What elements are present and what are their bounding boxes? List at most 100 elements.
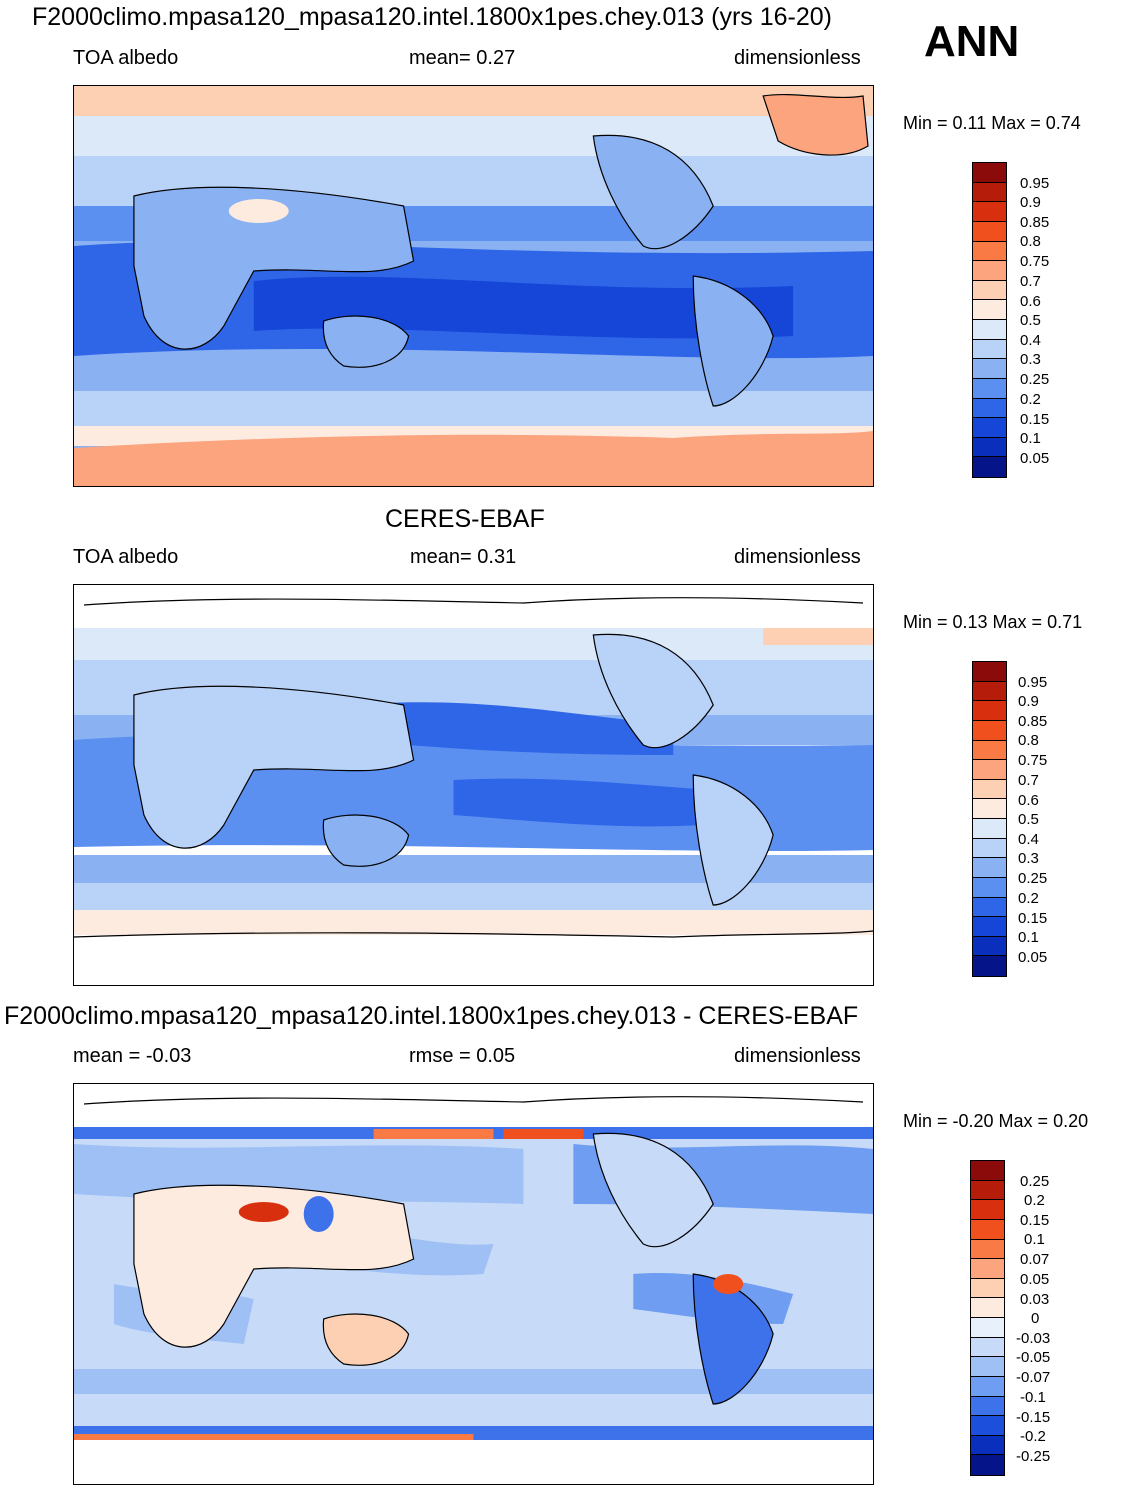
- panel3-colorbar-label: -0.07: [1016, 1369, 1051, 1386]
- panel2-colorbar-swatch: [973, 897, 1006, 918]
- panel2-colorbar-label: 0.2: [1018, 890, 1039, 907]
- panel2-colorbar-swatch: [973, 740, 1006, 761]
- panel1-colorbar-swatch: [973, 300, 1006, 320]
- panel1-colorbar-label: 0.1: [1020, 430, 1041, 447]
- panel1-colorbar-swatch: [973, 182, 1006, 203]
- panel3-colorbar-label: 0.05: [1020, 1271, 1050, 1288]
- panel3-colorbar-swatch: [971, 1416, 1004, 1436]
- panel3-map-svg: [74, 1084, 873, 1484]
- panel1-colorbar-swatch: [973, 241, 1006, 262]
- panel3-colorbar-label: -0.15: [1016, 1409, 1051, 1426]
- panel3-colorbar-swatch: [971, 1337, 1004, 1358]
- panel2-colorbar-label: 0.05: [1018, 949, 1048, 966]
- panel1-colorbar-swatch: [973, 378, 1006, 399]
- panel3-colorbar-label: 0: [1031, 1310, 1040, 1327]
- panel3-colorbar-label: -0.03: [1016, 1330, 1051, 1347]
- panel2-colorbar-swatch: [973, 838, 1006, 859]
- panel3-colorbar-swatch: [971, 1396, 1004, 1417]
- panel3-colorbar-label: -0.05: [1016, 1349, 1051, 1366]
- panel1-colorbar-swatch: [973, 202, 1006, 222]
- panel1-colorbar-label: 0.9: [1020, 194, 1041, 211]
- panel2-minmax: Min = 0.13 Max = 0.71: [903, 612, 1083, 632]
- panel2-colorbar-label: 0.6: [1018, 792, 1039, 809]
- panel1-units-label: dimensionless: [734, 47, 861, 69]
- panel3-mean-label: mean = -0.03: [73, 1045, 192, 1067]
- panel3-colorbar-label: 0.25: [1020, 1173, 1050, 1190]
- panel1-colorbar-label: 0.4: [1020, 332, 1041, 349]
- panel2-colorbar-swatch: [973, 858, 1006, 878]
- panel1-colorbar-label: 0.25: [1020, 371, 1050, 388]
- panel3-colorbar-label: 0.1: [1024, 1231, 1045, 1248]
- panel1-colorbar-label: 0.05: [1020, 450, 1050, 467]
- panel2-colorbar-swatch: [973, 779, 1006, 800]
- panel3-rmse-label: rmse = 0.05: [409, 1045, 516, 1067]
- panel3-colorbar: [970, 1160, 1005, 1476]
- panel3-colorbar-label: 0.07: [1020, 1251, 1050, 1268]
- panel3-colorbar-swatch: [971, 1435, 1004, 1456]
- panel3-map: [73, 1083, 874, 1485]
- panel2-map-svg: [74, 585, 873, 985]
- panel3-colorbar-swatch: [971, 1180, 1004, 1201]
- panel2-colorbar-swatch: [973, 819, 1006, 839]
- panel1-colorbar-label: 0.75: [1020, 253, 1050, 270]
- panel3-colorbar-swatch: [971, 1318, 1004, 1338]
- panel3-colorbar-label: 0.15: [1020, 1212, 1050, 1229]
- panel2-colorbar-label: 0.85: [1018, 713, 1048, 730]
- panel1-colorbar-swatch: [973, 437, 1006, 458]
- panel2-colorbar-swatch: [973, 701, 1006, 721]
- panel1-colorbar-swatch: [973, 163, 1006, 183]
- panel3-colorbar-swatch: [971, 1259, 1004, 1279]
- panel2-colorbar-swatch: [973, 799, 1006, 819]
- panel3-colorbar-label: -0.25: [1016, 1448, 1051, 1465]
- panel1-colorbar-label: 0.95: [1020, 175, 1050, 192]
- panel1-colorbar-swatch: [973, 457, 1006, 477]
- panel3-colorbar-swatch: [971, 1239, 1004, 1260]
- panel2-variable-label: TOA albedo: [73, 546, 179, 568]
- panel3-colorbar-label: -0.1: [1020, 1389, 1046, 1406]
- panel2-colorbar-label: 0.3: [1018, 850, 1039, 867]
- panel2-colorbar-swatch: [973, 720, 1006, 741]
- panel2-units-label: dimensionless: [734, 546, 861, 568]
- panel2-colorbar-label: 0.15: [1018, 910, 1048, 927]
- panel1-colorbar-swatch: [973, 339, 1006, 360]
- panel2-colorbar-label: 0.25: [1018, 870, 1048, 887]
- panel2-colorbar-label: 0.95: [1018, 674, 1048, 691]
- panel3-colorbar-swatch: [971, 1219, 1004, 1240]
- panel2-colorbar-swatch: [973, 917, 1006, 937]
- panel3-units-label: dimensionless: [734, 1045, 861, 1067]
- panel3-minmax: Min = -0.20 Max = 0.20: [903, 1111, 1089, 1131]
- panel1-minmax: Min = 0.11 Max = 0.74: [903, 113, 1081, 133]
- panel1-colorbar-label: 0.15: [1020, 411, 1050, 428]
- panel2-colorbar-label: 0.8: [1018, 732, 1039, 749]
- panel1-colorbar-label: 0.85: [1020, 214, 1050, 231]
- figure-title: F2000climo.mpasa120_mpasa120.intel.1800x…: [32, 3, 833, 31]
- panel1-colorbar-label: 0.5: [1020, 312, 1041, 329]
- panel1-colorbar-swatch: [973, 398, 1006, 419]
- panel1-colorbar-label: 0.6: [1020, 293, 1041, 310]
- panel1-colorbar-swatch: [973, 320, 1006, 340]
- panel3-heading: F2000climo.mpasa120_mpasa120.intel.1800x…: [4, 1002, 859, 1030]
- panel2-colorbar-swatch: [973, 956, 1006, 976]
- panel3-colorbar-label: -0.2: [1020, 1428, 1046, 1445]
- panel1-colorbar-label: 0.2: [1020, 391, 1041, 408]
- panel1-mean-label: mean= 0.27: [409, 47, 516, 69]
- panel2-colorbar: [972, 661, 1007, 977]
- panel3-colorbar-swatch: [971, 1298, 1004, 1318]
- panel3-colorbar-swatch: [971, 1455, 1004, 1475]
- panel1-colorbar-swatch: [973, 359, 1006, 379]
- panel1-colorbar-swatch: [973, 221, 1006, 242]
- panel2-map: [73, 584, 874, 986]
- panel2-colorbar-label: 0.4: [1018, 831, 1039, 848]
- season-label: ANN: [924, 17, 1020, 66]
- panel2-mean-label: mean= 0.31: [410, 546, 517, 568]
- panel2-colorbar-swatch: [973, 760, 1006, 780]
- panel1-colorbar-swatch: [973, 418, 1006, 438]
- panel3-colorbar-swatch: [971, 1200, 1004, 1220]
- panel3-colorbar-label: 0.2: [1024, 1192, 1045, 1209]
- panel1-colorbar-label: 0.7: [1020, 273, 1041, 290]
- panel2-heading: CERES-EBAF: [385, 505, 545, 533]
- panel1-colorbar-swatch: [973, 280, 1006, 301]
- panel1-map: [73, 85, 874, 487]
- panel2-colorbar-label: 0.75: [1018, 752, 1048, 769]
- panel1-colorbar-swatch: [973, 261, 1006, 281]
